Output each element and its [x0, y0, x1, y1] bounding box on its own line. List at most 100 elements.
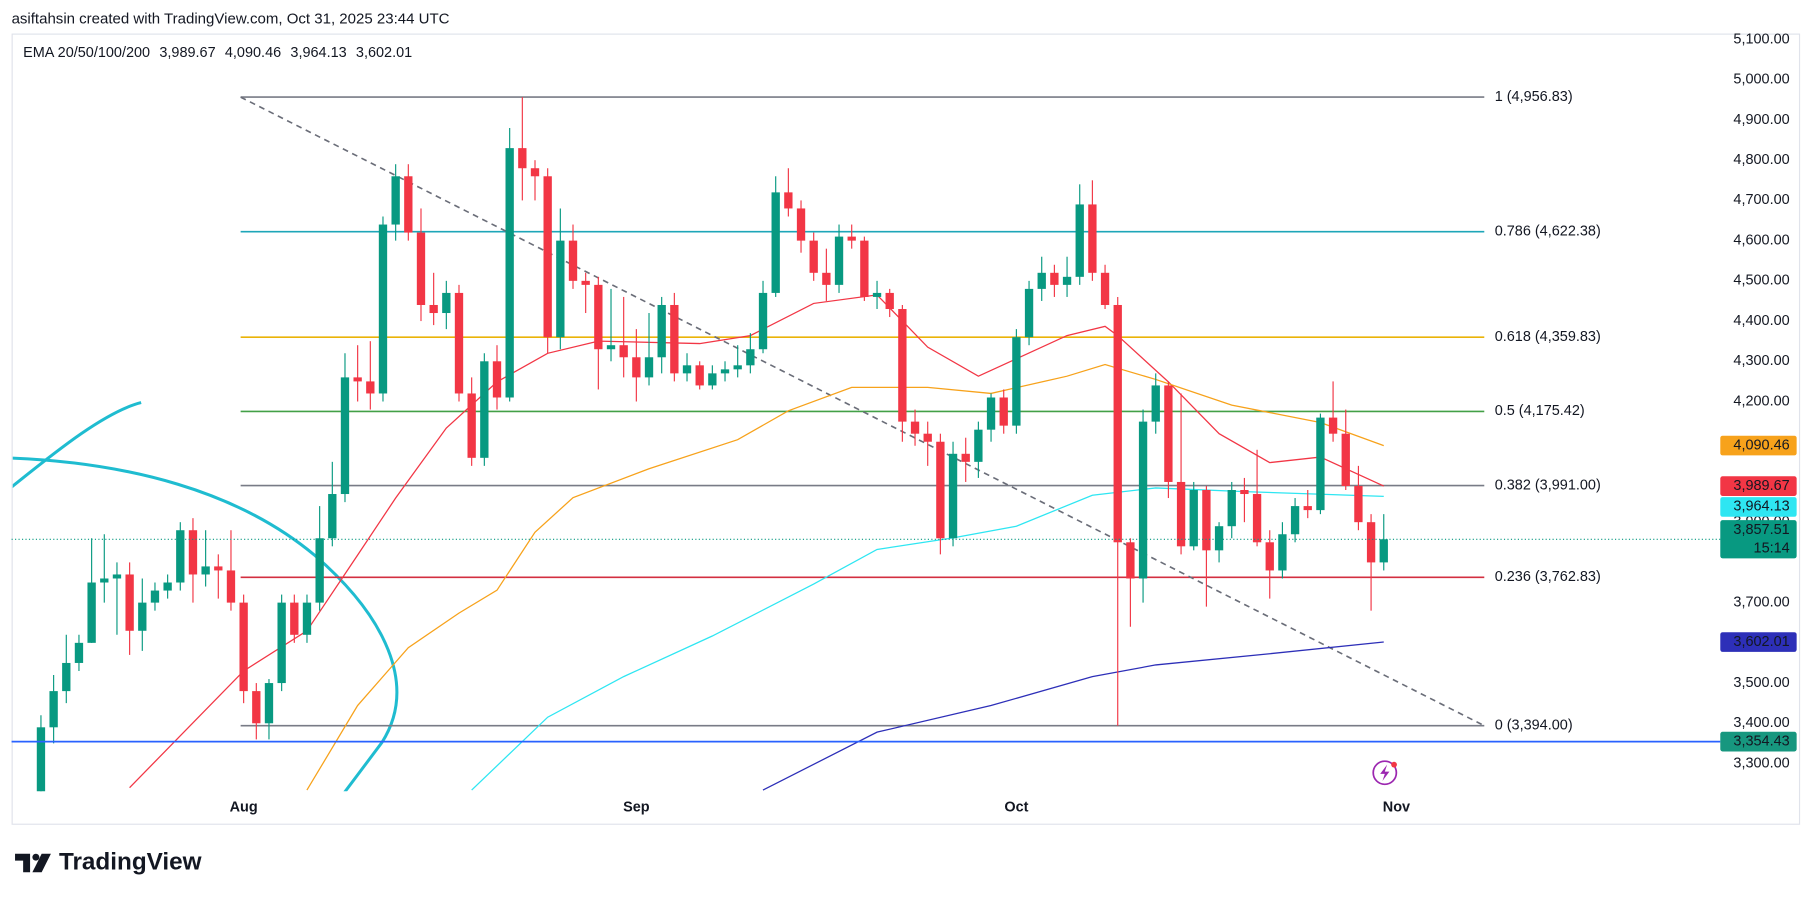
candle-body: [1088, 204, 1097, 273]
candle-body: [277, 602, 286, 684]
ema-line: [471, 487, 1384, 791]
brand: TradingView: [59, 848, 202, 875]
candle-body: [809, 240, 818, 273]
candle-body: [657, 304, 666, 358]
candle-body: [264, 683, 274, 724]
header: asiftahsin created with TradingView.com,…: [12, 11, 450, 28]
candle-body: [1354, 485, 1363, 523]
y-tick-label: 5,000.00: [1733, 72, 1789, 88]
candle-body: [1278, 534, 1287, 571]
price-badge: [1720, 476, 1797, 496]
candle-body: [986, 397, 996, 430]
candle-body: [302, 602, 312, 635]
candle-body: [366, 381, 375, 394]
candle-body: [1062, 276, 1072, 285]
price-badge-label: 3,989.67: [1733, 478, 1789, 494]
candle-body: [1366, 522, 1376, 563]
candle-body: [708, 373, 717, 386]
y-tick-label: 4,300.00: [1733, 353, 1789, 369]
candle-body: [530, 168, 540, 177]
candle-body: [543, 176, 552, 338]
ema-line: [129, 294, 1385, 789]
candle-body: [1202, 490, 1211, 551]
candle-body: [1050, 272, 1059, 285]
x-tick-label: Oct: [1004, 799, 1028, 815]
chart-frame: [11, 33, 1801, 825]
fib-label: 0.618 (4,359.83): [1495, 329, 1601, 345]
y-tick-label: 4,600.00: [1733, 232, 1789, 248]
drawing-curve: [12, 456, 399, 792]
candle-body: [188, 530, 198, 575]
candle-body: [290, 602, 299, 635]
candle-body: [176, 530, 185, 583]
candle-body: [758, 292, 768, 350]
candle-body: [999, 397, 1008, 426]
candle-body: [201, 566, 210, 575]
fib-label: 0.786 (4,622.38): [1495, 223, 1601, 239]
candle-body: [910, 421, 920, 434]
candle-body: [87, 582, 96, 643]
candle-body: [733, 365, 742, 370]
candle-body: [1151, 385, 1160, 422]
legend-value: 4,090.46: [225, 45, 281, 61]
y-tick-label: 3,700.00: [1733, 594, 1789, 610]
price-badge-label: 15:14: [1754, 540, 1790, 556]
candle-body: [1214, 526, 1224, 551]
candle-body: [454, 292, 464, 394]
legend-value: 3,964.13: [290, 45, 346, 61]
candle-body: [974, 429, 983, 462]
candle-body: [353, 377, 362, 382]
price-badge-label: 3,354.43: [1733, 733, 1789, 749]
fib-label: 0.382 (3,991.00): [1495, 477, 1601, 493]
candle-body: [1075, 204, 1084, 277]
plot-area: [12, 96, 1485, 792]
price-badge: [1720, 632, 1797, 652]
fib-label: 0.236 (3,762.83): [1495, 569, 1601, 585]
candle-body: [214, 566, 223, 571]
candle-body: [163, 582, 172, 591]
candle-body: [746, 349, 755, 366]
candle-body: [632, 357, 641, 378]
candle-body: [898, 309, 907, 422]
candle-body: [416, 232, 426, 305]
candle-body: [1227, 490, 1236, 527]
brand-logo: [15, 853, 51, 873]
y-tick-label: 4,400.00: [1733, 313, 1789, 329]
candle-body: [619, 345, 628, 358]
candle-body: [606, 345, 616, 350]
candle-body: [860, 240, 869, 297]
candle-body: [467, 393, 476, 458]
candle-body: [125, 574, 134, 631]
candle-body: [771, 192, 780, 293]
price-badge: [1720, 497, 1797, 517]
candle-body: [150, 590, 160, 603]
candle-body: [1252, 494, 1262, 543]
candle-body: [936, 441, 945, 539]
candle-body: [1113, 304, 1122, 543]
candle-body: [872, 292, 882, 297]
y-tick-label: 3,500.00: [1733, 675, 1789, 691]
y-tick-label: 3,300.00: [1733, 755, 1789, 771]
candle-body: [1176, 481, 1186, 547]
candle-body: [480, 361, 489, 458]
candle-body: [1126, 542, 1135, 579]
candle-body: [961, 453, 970, 462]
candle-body: [670, 304, 679, 374]
candle-body: [556, 240, 565, 338]
candle-body: [1290, 506, 1300, 535]
candle-body: [378, 224, 388, 394]
candle-body: [1189, 490, 1198, 547]
y-tick-label: 5,100.00: [1733, 31, 1789, 47]
x-tick-label: Aug: [230, 799, 258, 815]
candle-body: [885, 292, 894, 310]
candle-body: [1265, 542, 1274, 571]
candle-body: [49, 691, 58, 728]
legend-value: 3,602.01: [356, 45, 412, 61]
y-tick-label: 4,500.00: [1733, 273, 1789, 289]
candle-body: [442, 292, 451, 314]
fib-label: 0 (3,394.00): [1495, 718, 1573, 734]
price-badge-label: 3,857.51: [1733, 522, 1789, 538]
candle-body: [695, 365, 704, 386]
